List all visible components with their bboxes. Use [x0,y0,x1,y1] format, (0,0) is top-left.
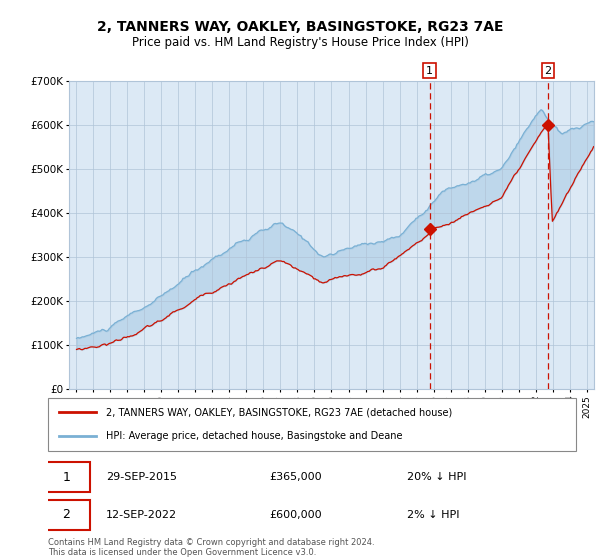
Text: 12-SEP-2022: 12-SEP-2022 [106,510,177,520]
Text: HPI: Average price, detached house, Basingstoke and Deane: HPI: Average price, detached house, Basi… [106,431,403,441]
FancyBboxPatch shape [48,398,576,451]
Text: 2% ↓ HPI: 2% ↓ HPI [407,510,460,520]
Text: Price paid vs. HM Land Registry's House Price Index (HPI): Price paid vs. HM Land Registry's House … [131,36,469,49]
Text: 2, TANNERS WAY, OAKLEY, BASINGSTOKE, RG23 7AE (detached house): 2, TANNERS WAY, OAKLEY, BASINGSTOKE, RG2… [106,408,452,418]
Text: 2: 2 [62,508,70,521]
Text: 20% ↓ HPI: 20% ↓ HPI [407,473,467,482]
Text: £600,000: £600,000 [270,510,322,520]
Text: £365,000: £365,000 [270,473,322,482]
Text: Contains HM Land Registry data © Crown copyright and database right 2024.
This d: Contains HM Land Registry data © Crown c… [48,538,374,557]
Text: 1: 1 [62,471,70,484]
FancyBboxPatch shape [43,463,90,492]
Text: 2: 2 [544,66,551,76]
Text: 29-SEP-2015: 29-SEP-2015 [106,473,177,482]
Text: 1: 1 [426,66,433,76]
Text: 2, TANNERS WAY, OAKLEY, BASINGSTOKE, RG23 7AE: 2, TANNERS WAY, OAKLEY, BASINGSTOKE, RG2… [97,20,503,34]
FancyBboxPatch shape [43,500,90,530]
